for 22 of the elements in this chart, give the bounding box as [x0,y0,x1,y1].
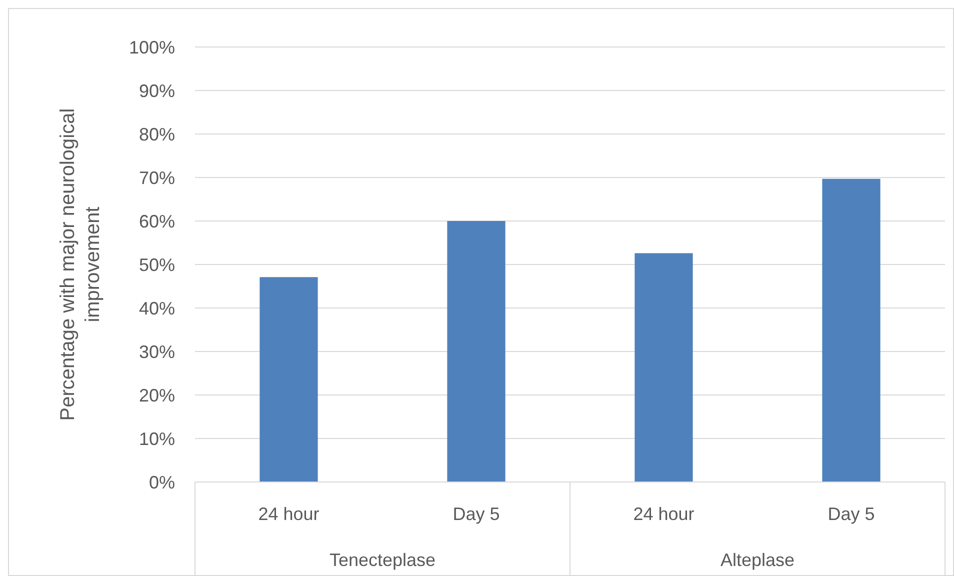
y-tick-label: 60% [138,211,175,232]
x-tick-label: 24 hour [258,504,320,524]
y-tick-label: 20% [138,385,175,406]
bar [447,221,506,482]
text: Alteplase [720,550,795,570]
y-tick-label: 90% [138,80,175,101]
y-tick-label: 10% [138,428,175,449]
y-tick-label: 0% [148,472,175,492]
x-tick-label: Day 5 [452,504,500,524]
x-tick-label: Day 5 [828,504,875,524]
bar [822,178,880,482]
y-tick-label: 50% [138,254,175,275]
y-tick-label: 80% [138,124,175,144]
y-axis-title: Percentage with major neurological improvement [57,108,104,421]
bar [260,277,318,482]
y-tick-label: 40% [138,298,175,318]
y-tick-label: 70% [138,168,175,188]
bar [634,253,693,482]
text: Tenecteplase [329,550,436,570]
x-tick-label: 24 hour [633,504,694,524]
y-tick-label: 100% [128,37,175,58]
y-tick-label: 30% [138,342,175,362]
